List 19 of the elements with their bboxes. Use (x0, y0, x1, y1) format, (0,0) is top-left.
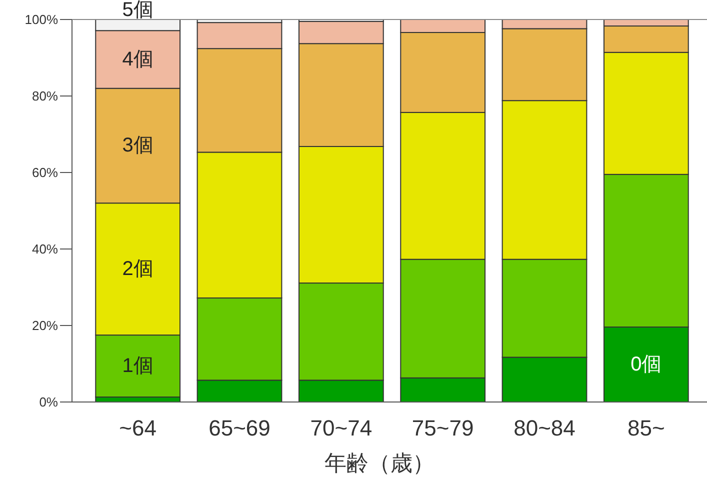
x-tick-label: 80~84 (514, 416, 576, 440)
y-tick-label: 0% (39, 394, 58, 410)
y-tick-label: 60% (32, 165, 58, 180)
y-tick-label: 40% (32, 242, 58, 256)
x-axis-title: 年齢（歳） (324, 450, 434, 476)
series-label: 2個 (122, 258, 154, 280)
x-tick-label: 70~74 (310, 416, 372, 440)
y-tick-label: 100% (24, 12, 58, 27)
series-label: 3個 (122, 134, 154, 157)
series-label: 1個 (122, 355, 154, 378)
series-label: 5個 (122, 0, 154, 21)
y-tick-label: 80% (32, 88, 58, 104)
x-tick-label: 85~ (628, 416, 665, 440)
x-tick-label: 65~69 (208, 416, 270, 440)
series-label: 4個 (122, 48, 154, 70)
x-tick-label: ~64 (119, 416, 156, 440)
y-tick-label: 20% (32, 318, 58, 333)
x-tick-label: 75~79 (412, 416, 474, 440)
series-label: 0個 (630, 354, 662, 376)
